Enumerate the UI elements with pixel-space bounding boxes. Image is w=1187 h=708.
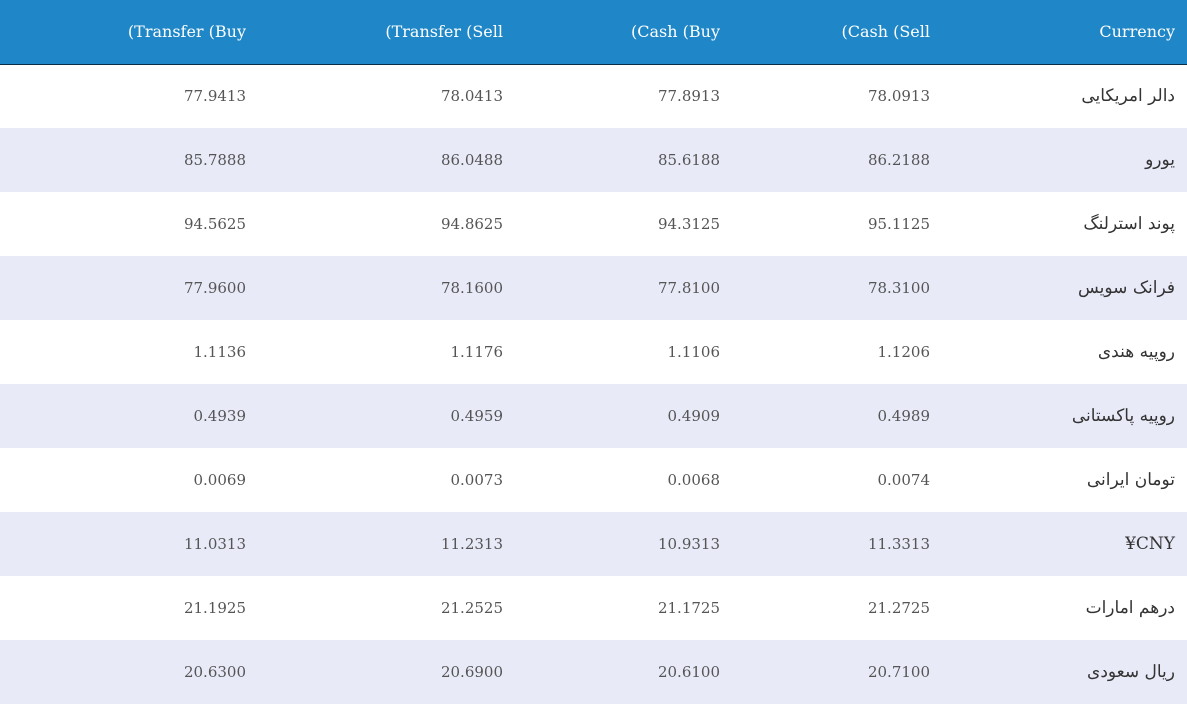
header-transfer-buy: (Transfer (Buy <box>0 0 246 65</box>
transfer-sell-cell: 0.0073 <box>450 471 504 489</box>
header-row: (Transfer (Buy (Transfer (Sell (Cash (Bu… <box>0 0 1187 65</box>
table-row: 0.4939 0.4959 0.4909 0.4989 روپیه پاکستا… <box>0 384 1187 448</box>
cash-buy-cell: 77.8913 <box>657 87 720 106</box>
transfer-buy-cell: 21.1925 <box>183 599 246 617</box>
table-row: 21.1925 21.2525 21.1725 21.2725 درهم اما… <box>0 576 1187 640</box>
currency-cell: درهم امارات <box>1085 598 1175 618</box>
transfer-buy-cell: 94.5625 <box>183 215 246 233</box>
cash-buy-cell: 20.6100 <box>657 663 720 681</box>
transfer-sell-cell: 0.4959 <box>450 407 504 425</box>
currency-cell: دالر امریکایی <box>1081 86 1175 107</box>
currency-cell: یورو <box>1145 150 1175 170</box>
cash-buy-cell: 10.9313 <box>657 535 720 553</box>
transfer-sell-cell: 78.0413 <box>440 87 503 106</box>
table-row: 77.9600 78.1600 77.8100 78.3100 فرانک سو… <box>0 256 1187 320</box>
cash-buy-cell: 1.1106 <box>667 343 721 361</box>
currency-cell: ریال سعودی <box>1087 662 1175 682</box>
table-row: 20.6300 20.6900 20.6100 20.7100 ریال سعو… <box>0 640 1187 704</box>
table-row: 11.0313 11.2313 10.9313 11.3313 ¥CNY <box>0 512 1187 576</box>
cash-buy-cell: 85.6188 <box>657 151 720 169</box>
cash-buy-cell: 77.8100 <box>657 279 720 297</box>
cash-sell-cell: 0.0074 <box>877 471 931 489</box>
table-row: 94.5625 94.8625 94.3125 95.1125 پوند است… <box>0 192 1187 256</box>
table-row: 77.9413 78.0413 77.8913 78.0913 دالر امر… <box>0 64 1187 128</box>
cash-buy-cell: 0.0068 <box>667 471 721 489</box>
transfer-sell-cell: 78.1600 <box>440 279 503 297</box>
transfer-sell-cell: 1.1176 <box>450 343 504 361</box>
cash-sell-cell: 78.3100 <box>867 279 930 297</box>
transfer-buy-cell: 85.7888 <box>183 151 246 169</box>
transfer-buy-cell: 77.9600 <box>183 279 246 297</box>
cash-buy-cell: 0.4909 <box>667 407 721 425</box>
header-cash-sell: (Cash (Sell <box>720 0 930 65</box>
transfer-sell-cell: 20.6900 <box>440 663 503 681</box>
transfer-sell-cell: 11.2313 <box>440 535 503 553</box>
cash-sell-cell: 78.0913 <box>867 87 930 106</box>
cash-sell-cell: 20.7100 <box>867 663 930 681</box>
cash-sell-cell: 1.1206 <box>877 343 931 361</box>
header-currency: Currency <box>930 0 1187 65</box>
cash-sell-cell: 21.2725 <box>867 599 930 617</box>
currency-cell: پوند استرلنگ <box>1083 214 1175 234</box>
table-row: 1.1136 1.1176 1.1106 1.1206 روپیه هندی <box>0 320 1187 384</box>
table-header: (Transfer (Buy (Transfer (Sell (Cash (Bu… <box>0 0 1187 65</box>
transfer-buy-cell: 0.4939 <box>193 407 247 425</box>
cash-sell-cell: 95.1125 <box>867 215 930 233</box>
transfer-buy-cell: 1.1136 <box>193 343 247 361</box>
transfer-buy-cell: 11.0313 <box>183 535 246 553</box>
table-row: 85.7888 86.0488 85.6188 86.2188 یورو <box>0 128 1187 192</box>
transfer-buy-cell: 77.9413 <box>183 87 246 106</box>
cash-sell-cell: 86.2188 <box>867 151 930 169</box>
transfer-sell-cell: 21.2525 <box>440 599 503 617</box>
currency-cell: روپیه پاکستانی <box>1071 406 1175 426</box>
currency-cell: روپیه هندی <box>1097 342 1175 362</box>
cash-sell-cell: 11.3313 <box>867 535 930 553</box>
header-transfer-sell: (Transfer (Sell <box>246 0 503 65</box>
header-cash-buy: (Cash (Buy <box>503 0 720 65</box>
cash-sell-cell: 0.4989 <box>877 407 931 425</box>
currency-cell: تومان ایرانی <box>1086 470 1175 490</box>
table-body: 77.9413 78.0413 77.8913 78.0913 دالر امر… <box>0 64 1187 704</box>
transfer-buy-cell: 20.6300 <box>183 663 246 681</box>
transfer-sell-cell: 86.0488 <box>440 151 503 169</box>
cash-buy-cell: 94.3125 <box>657 215 720 233</box>
transfer-sell-cell: 94.8625 <box>440 215 503 233</box>
currency-cell: فرانک سویس <box>1077 278 1175 298</box>
cash-buy-cell: 21.1725 <box>657 599 720 617</box>
transfer-buy-cell: 0.0069 <box>193 471 247 489</box>
currency-cell: ¥CNY <box>1125 534 1175 554</box>
table-row: 0.0069 0.0073 0.0068 0.0074 تومان ایرانی <box>0 448 1187 512</box>
